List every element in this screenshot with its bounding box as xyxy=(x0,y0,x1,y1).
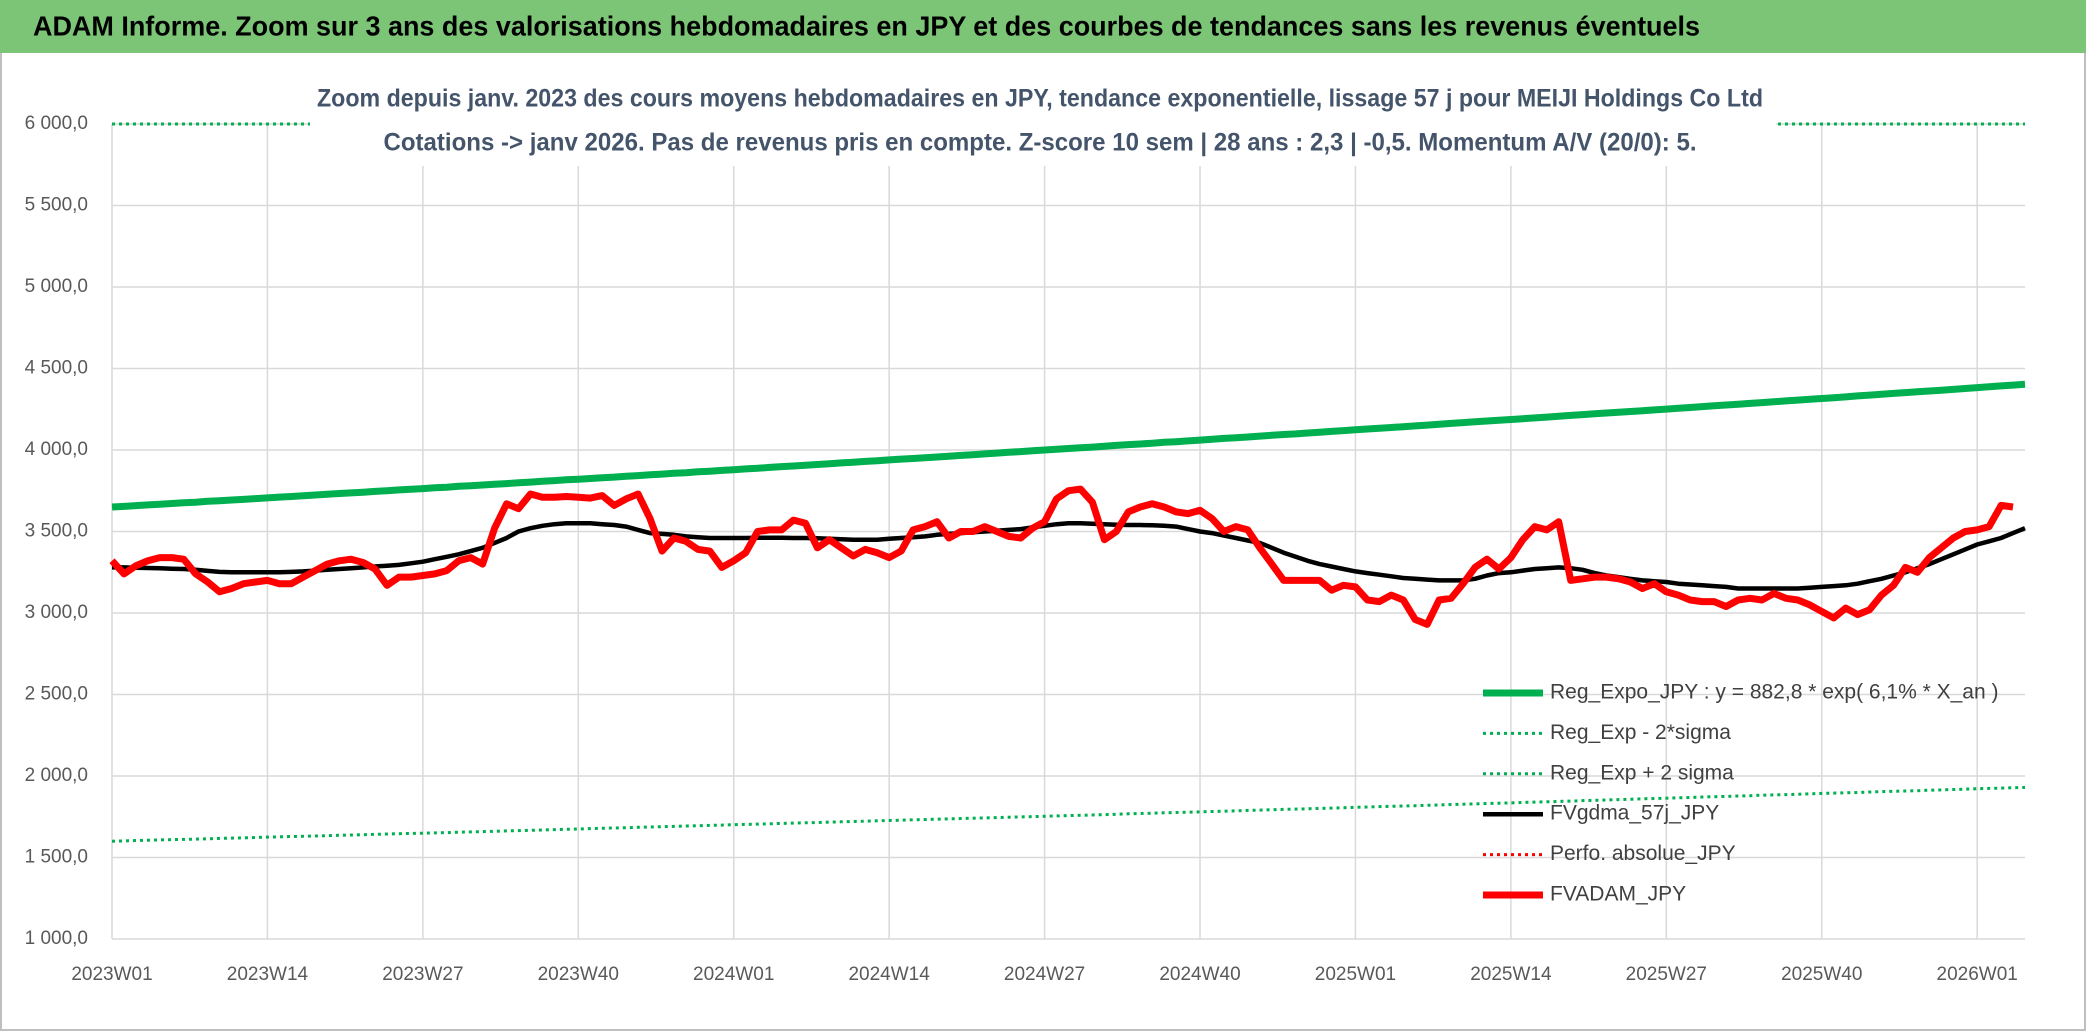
series-line xyxy=(112,521,2026,591)
x-tick-label: 2025W01 xyxy=(1315,964,1396,985)
y-tick-label: 4 500,0 xyxy=(25,358,88,379)
title-banner xyxy=(0,0,2086,53)
legend-label: FVgdma_57j_JPY xyxy=(1550,802,1719,825)
y-tick-label: 1 500,0 xyxy=(25,847,88,868)
chart-title: ADAM Informe. Zoom sur 3 ans des valoris… xyxy=(33,10,1700,41)
x-tick-label: 2024W40 xyxy=(1159,964,1240,985)
series-line xyxy=(109,485,2014,628)
y-tick-label: 4 000,0 xyxy=(25,439,88,460)
legend-label: Reg_Expo_JPY : y = 882,8 * exp( 6,1% * X… xyxy=(1550,681,1998,704)
legend-label: Reg_Exp - 2*sigma xyxy=(1550,721,1731,744)
y-tick-label: 5 000,0 xyxy=(25,276,88,297)
legend-label: Reg_Exp + 2 sigma xyxy=(1550,761,1734,784)
x-tick-label: 2023W40 xyxy=(538,964,619,985)
series-line xyxy=(111,380,2026,511)
y-tick-label: 5 500,0 xyxy=(25,195,88,216)
x-tick-label: 2025W27 xyxy=(1626,964,1707,985)
legend-label: FVADAM_JPY xyxy=(1550,883,1686,906)
legend-label: Perfo. absolue_JPY xyxy=(1550,842,1736,865)
y-tick-label: 3 500,0 xyxy=(25,521,88,542)
x-tick-label: 2023W27 xyxy=(382,964,463,985)
y-tick-label: 2 000,0 xyxy=(25,765,88,786)
subtitle: Cotations -> janv 2026. Pas de revenus p… xyxy=(384,129,1697,157)
subtitle: Zoom depuis janv. 2023 des cours moyens … xyxy=(317,85,1763,113)
y-tick-label: 2 500,0 xyxy=(25,684,88,705)
x-tick-label: 2024W27 xyxy=(1004,964,1085,985)
plot-area: 1 000,0 1 500,0 2 000,0 2 500,0 3 000,0 3 500… xyxy=(25,113,2026,985)
y-tick-label: 1 000,0 xyxy=(25,928,88,949)
x-tick-label: 2024W01 xyxy=(693,964,774,985)
y-tick-label: 3 000,0 xyxy=(25,602,88,623)
x-tick-label: 2024W14 xyxy=(848,964,930,985)
x-tick-label: 2023W01 xyxy=(71,964,152,985)
subtitle-box xyxy=(310,80,1776,166)
x-tick-label: 2025W14 xyxy=(1470,964,1552,985)
legend: Reg_Expo_JPY : y = 882,8 * exp( 6,1% * X… xyxy=(1483,681,1998,906)
x-tick-label: 2025W40 xyxy=(1781,964,1862,985)
x-tick-label: 2023W14 xyxy=(227,964,309,985)
x-tick-label: 2026W01 xyxy=(1937,964,2018,985)
y-tick-label: 6 000,0 xyxy=(25,113,88,134)
